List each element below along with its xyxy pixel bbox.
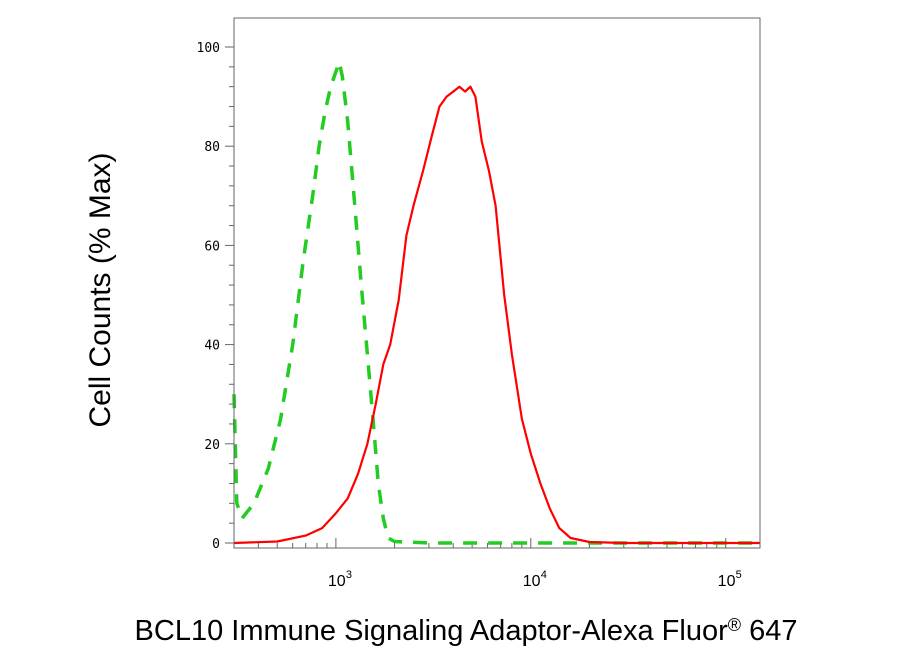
y-tick-label: 20 xyxy=(204,438,220,453)
x-axis-label-suffix: 647 xyxy=(741,615,797,647)
x-tick-label: 10 xyxy=(328,573,346,590)
plot-frame xyxy=(233,17,761,549)
x-tick-exponent: 4 xyxy=(541,569,547,581)
x-tick-label: 10 xyxy=(523,573,541,590)
series-line-2 xyxy=(233,85,760,545)
y-tick-label: 40 xyxy=(204,339,220,354)
x-tick-exponent: 3 xyxy=(346,569,352,581)
series-layer xyxy=(232,60,760,545)
x-axis-label: BCL10 Immune Signaling Adaptor-Alexa Flu… xyxy=(135,615,798,647)
x-axis-label-main: BCL10 Immune Signaling Adaptor-Alexa Flu… xyxy=(135,615,729,647)
y-tick-label: 100 xyxy=(197,41,220,56)
x-axis-label-mark: ® xyxy=(728,615,741,635)
x-tick-exponent: 5 xyxy=(736,569,742,581)
series-line-1 xyxy=(232,60,760,545)
x-tick-label: 10 xyxy=(718,573,736,590)
y-tick-label: 60 xyxy=(204,239,220,254)
y-axis-label: Cell Counts (% Max) xyxy=(84,152,117,427)
y-tick-label: 0 xyxy=(212,537,220,552)
y-tick-label: 80 xyxy=(204,140,220,155)
